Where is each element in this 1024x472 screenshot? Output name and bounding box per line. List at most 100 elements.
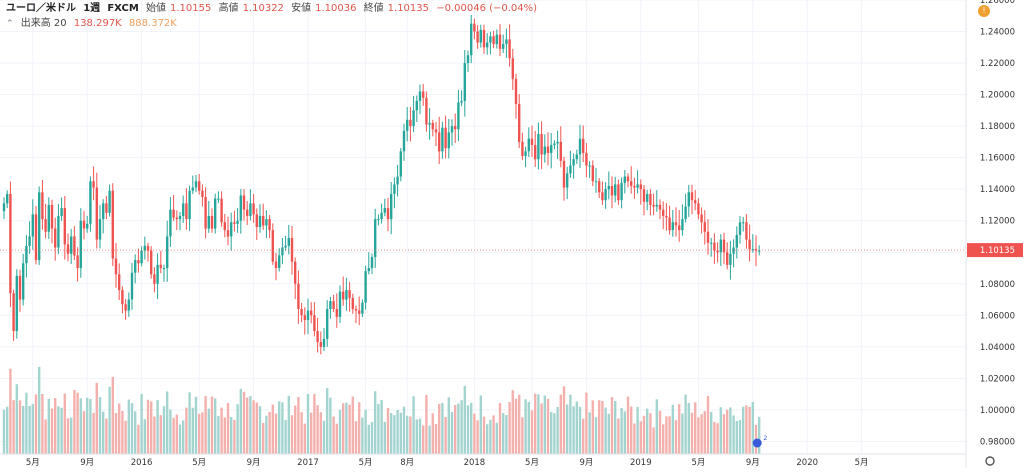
price-tick-label: 1.06000 [980, 311, 1015, 321]
candle-body [335, 308, 338, 317]
candle-body [15, 275, 18, 332]
time-tick-label: 9月 [746, 458, 760, 468]
volume-bar [703, 411, 706, 454]
interval-label[interactable]: 1週 [83, 3, 101, 14]
candle-body [623, 176, 626, 183]
volume-bar [425, 394, 428, 454]
candle-body [271, 230, 274, 262]
candle-body [207, 215, 210, 229]
volume-label[interactable]: 出来高 20 [20, 18, 67, 29]
candle-body [140, 250, 143, 264]
volume-bar [578, 406, 582, 454]
candle-body [210, 215, 214, 229]
candle-body [121, 290, 124, 305]
volume-bar [2, 409, 6, 454]
candle-body [223, 222, 226, 231]
volume-bar [319, 412, 322, 454]
candle-body [722, 239, 726, 253]
volume-bar [671, 404, 674, 454]
volume-bar [60, 407, 63, 454]
candle-body [6, 193, 9, 204]
volume-bar [326, 388, 329, 454]
candle-body [185, 203, 188, 220]
candle-body [354, 308, 358, 311]
volume-bar [399, 412, 402, 454]
volume-bar [716, 423, 719, 454]
volume-bar [268, 411, 271, 454]
volume-bar [527, 401, 530, 454]
volume-bar [54, 398, 57, 454]
volume-bar [566, 404, 569, 454]
collapse-chevron-icon[interactable]: ⌃ [6, 19, 14, 29]
volume-bar [329, 397, 332, 454]
volume-bar [674, 420, 678, 454]
volume-bar [73, 390, 76, 454]
volume-bar [137, 424, 140, 454]
volume-bar [502, 413, 505, 454]
candle-body [89, 181, 92, 224]
time-tick-label: 5月 [691, 458, 705, 468]
candle-body [482, 29, 486, 48]
volume-bar [610, 397, 614, 454]
volume-bar [418, 418, 422, 454]
candle-body [338, 291, 342, 317]
volume-bar [540, 403, 543, 454]
candle-body [380, 212, 383, 220]
volume-bar [729, 407, 732, 454]
candle-body [239, 195, 242, 221]
volume-bar [6, 406, 9, 454]
event-marker-icon[interactable] [752, 438, 762, 448]
candle-body [594, 181, 598, 183]
volume-bar [201, 412, 204, 454]
volume-bar [559, 394, 562, 454]
candle-body [159, 264, 162, 268]
symbol-name[interactable]: ユーロ／米ドル [6, 3, 76, 14]
time-tick-label: 5月 [359, 458, 373, 468]
volume-bar [306, 393, 310, 454]
candle-body [310, 310, 313, 316]
volume-bar [198, 413, 201, 454]
candle-body [505, 39, 508, 45]
candle-body [460, 100, 463, 103]
alert-badge-icon[interactable]: ! [978, 5, 990, 17]
volume-bar [466, 405, 470, 454]
volume-bar [463, 385, 466, 454]
volume-bar [226, 403, 230, 454]
volume-bar [290, 415, 294, 454]
volume-bar [745, 405, 748, 454]
candle-body [489, 36, 492, 43]
candle-body [297, 283, 300, 309]
time-tick-label: 2020 [796, 458, 818, 468]
candle-body [495, 34, 498, 45]
volume-bar [748, 406, 751, 454]
volume-bar [278, 401, 281, 454]
candle-body [502, 44, 505, 49]
volume-bar [572, 406, 575, 454]
volume-bar [460, 400, 463, 454]
volume-bar [233, 419, 236, 454]
candle-body [530, 138, 534, 146]
volume-value: 138.297K [73, 18, 122, 29]
candle-body [537, 133, 540, 160]
volume-bar [105, 418, 108, 454]
volume-bar [476, 420, 479, 454]
low-label: 安値 [291, 3, 312, 14]
settings-gear-icon[interactable] [985, 456, 995, 466]
volume-bar [249, 395, 252, 454]
candle-body [162, 267, 166, 269]
candle-body [607, 186, 610, 190]
candle-body [652, 204, 655, 207]
candle-body [143, 245, 146, 251]
volume-bar [12, 400, 15, 454]
volume-bar [114, 413, 118, 454]
candle-body [406, 119, 409, 131]
price-tick-label: 1.14000 [980, 185, 1015, 195]
candle-body [441, 127, 444, 152]
volume-bar [438, 403, 441, 454]
volume-bar [207, 408, 210, 454]
time-tick-label: 2016 [131, 458, 153, 468]
candle-body [758, 250, 761, 252]
candle-body [668, 217, 671, 231]
